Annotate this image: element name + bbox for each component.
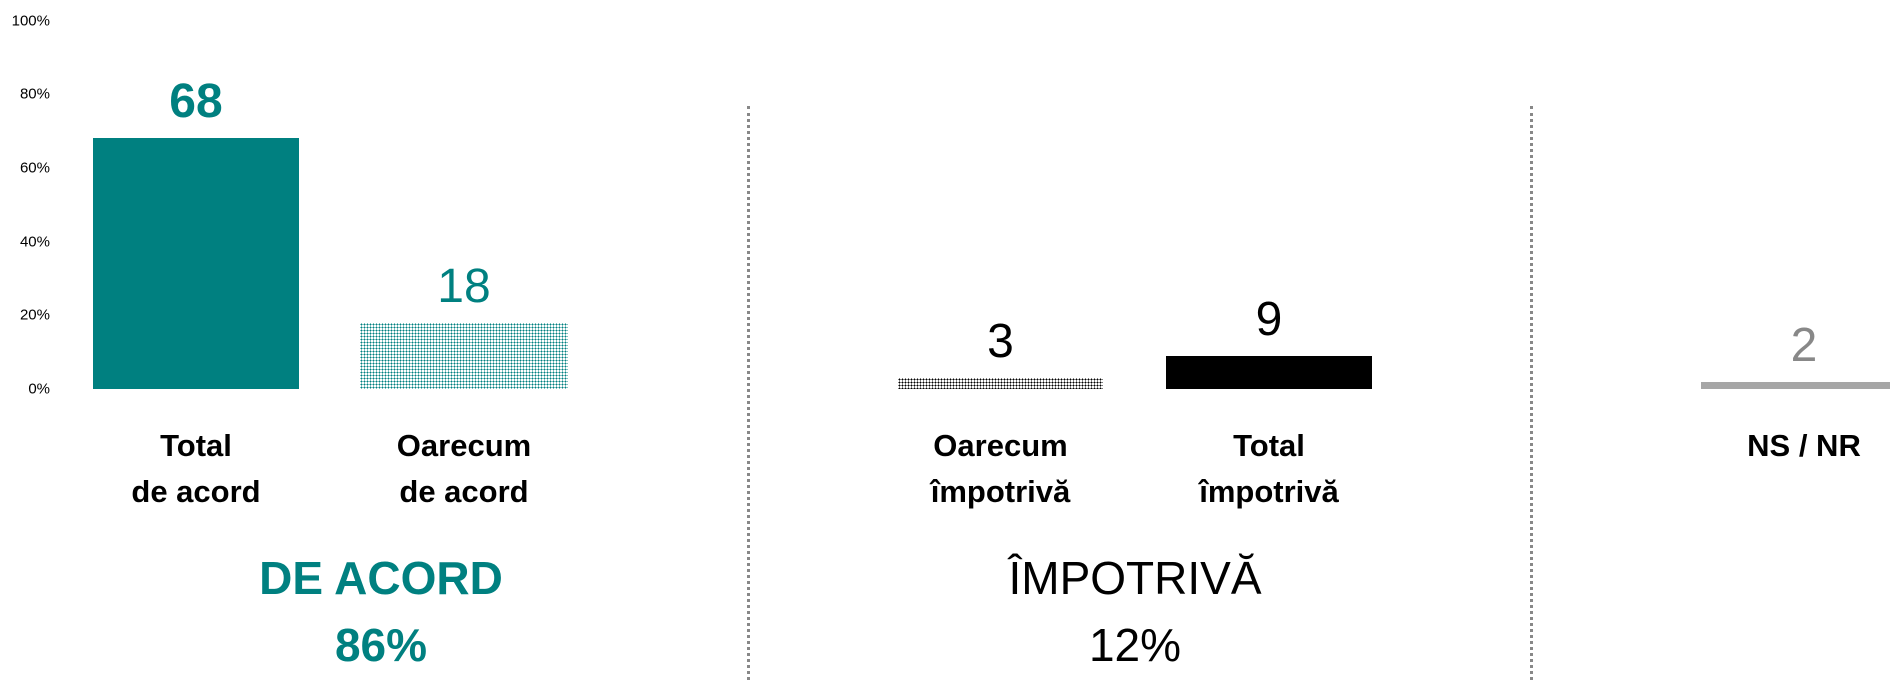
x-tick-label: Oarecum împotrivă	[930, 428, 1071, 509]
y-tick-label: 100%	[11, 12, 50, 29]
y-tick-label: 40%	[19, 233, 50, 251]
divider	[1530, 106, 1533, 680]
divider	[747, 106, 750, 680]
group-name: ÎMPOTRIVĂ	[1008, 552, 1262, 604]
group-name: DE ACORD	[259, 552, 503, 604]
y-tick-label: 80%	[19, 85, 50, 103]
value-label: 18	[437, 259, 491, 313]
group-total: 86%	[334, 619, 428, 671]
value-label: 68	[169, 75, 223, 129]
group-total: 12%	[1088, 619, 1182, 671]
x-tick-label: NS / NR	[1747, 428, 1861, 463]
x-tick-label: Total de acord	[131, 428, 261, 509]
bar	[1166, 355, 1372, 389]
value-label: 9	[1255, 292, 1283, 346]
value-label: 3	[987, 314, 1014, 368]
bar	[1701, 381, 1890, 389]
x-tick-label: Total împotrivă	[1199, 428, 1339, 509]
bar	[360, 322, 568, 389]
value-label: 2	[1790, 318, 1818, 372]
x-tick-label: Oarecum de acord	[396, 428, 532, 509]
y-tick-label: 60%	[19, 159, 50, 177]
bar	[898, 377, 1103, 389]
y-tick-label: 0%	[28, 380, 50, 398]
bar	[93, 138, 299, 389]
y-tick-label: 20%	[19, 306, 50, 324]
